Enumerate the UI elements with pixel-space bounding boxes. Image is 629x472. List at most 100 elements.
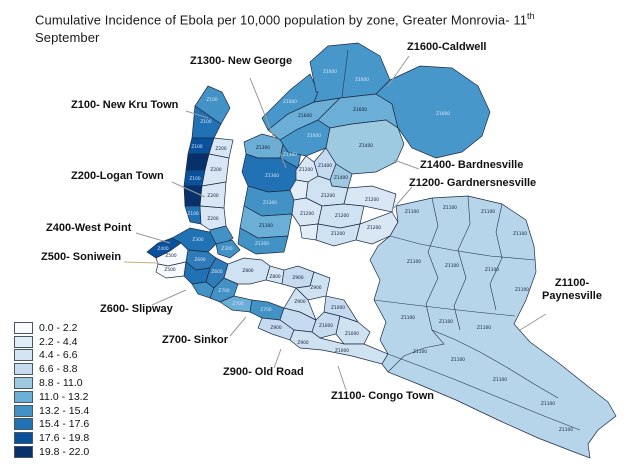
leader-line-gardnersville: [391, 186, 413, 211]
legend-label: 8.8 - 11.0: [39, 377, 83, 390]
zone-code-label: Z1600: [355, 77, 369, 83]
zone-boundary: [489, 203, 503, 311]
zone-polygon-z300: [215, 239, 241, 259]
zone-boundary: [341, 49, 349, 98]
zone-code-label: Z900: [297, 340, 308, 346]
legend-swatch: [14, 404, 33, 417]
zone-code-label: Z1100: [407, 259, 421, 265]
zone-code-label: Z1300: [256, 145, 270, 151]
zone-polygon-z1600: [375, 65, 491, 159]
zone-code-label: Z1600: [436, 111, 450, 117]
zone-code-label: Z1200: [299, 167, 313, 173]
zone-code-label: Z800: [242, 268, 253, 274]
zone-code-label: Z1300: [283, 152, 297, 158]
zone-label-bardnesville: Z1400- Bardnesville: [420, 159, 524, 171]
zone-boundary: [373, 299, 516, 317]
zone-code-label: Z700: [260, 307, 271, 313]
legend-label: 2.2 - 4.4: [39, 335, 78, 348]
leader-line-new-kru-town: [185, 110, 209, 119]
zone-code-label: Z800: [269, 274, 280, 280]
zone-label-sinkor: Z700- Sinkor: [162, 334, 229, 346]
zone-code-label: Z100: [200, 119, 211, 125]
zone-code-label: Z900: [270, 325, 281, 331]
legend-label: 15.4 - 17.6: [39, 418, 90, 431]
zone-code-label: Z900: [292, 275, 303, 281]
legend-row: 17.6 - 19.8: [14, 431, 89, 445]
zone-polygon-z1300: [237, 227, 289, 255]
leader-line-congo-town: [337, 365, 347, 391]
zone-code-label: Z1000: [331, 305, 345, 311]
zone-code-label: Z1100: [451, 357, 465, 363]
zone-boundary: [453, 195, 471, 331]
zone-boundary: [389, 235, 536, 261]
zone-label-gardnersville: Z1200- Gardnersnesville: [409, 177, 537, 189]
zone-code-label: Z1400: [334, 175, 348, 181]
zone-label-caldwell: Z1600-Caldwell: [407, 41, 487, 53]
zone-label-logan-town: Z200-Logan Town: [71, 170, 164, 182]
zone-code-label: Z200: [207, 216, 218, 222]
zone-code-label: Z1600: [307, 133, 321, 139]
leader-line-caldwell: [387, 55, 410, 87]
zone-code-label: Z100: [191, 144, 202, 150]
legend-row: 6.6 - 8.8: [14, 362, 89, 376]
zone-code-label: Z600: [211, 269, 222, 275]
zone-code-label: Z1300: [255, 241, 269, 247]
zone-code-label: Z1100: [515, 287, 529, 293]
zone-code-label: Z1200: [365, 197, 379, 203]
zone-code-label: Z500: [164, 267, 175, 273]
legend-row: 13.2 - 15.4: [14, 404, 89, 418]
zone-code-label: Z100: [189, 176, 200, 182]
zone-label-west-point: Z400-West Point: [46, 222, 132, 234]
zone-label-soniwein: Z500- Soniwein: [41, 251, 122, 263]
zone-code-label: Z1100: [485, 267, 499, 273]
zone-boundary: [431, 329, 559, 399]
title-superscript: th: [527, 11, 535, 21]
zone-code-label: Z1600: [353, 107, 367, 113]
zone-code-label: Z300: [192, 237, 203, 243]
legend-row: 2.2 - 4.4: [14, 335, 89, 349]
zone-code-label: Z700: [232, 301, 243, 307]
zone-code-label: Z1100: [445, 263, 459, 269]
zone-code-label: Z1200: [300, 211, 314, 217]
zone-label-old-road: Z900- Old Road: [223, 366, 304, 378]
zone-code-label: Z1300: [263, 200, 277, 206]
legend-swatch: [14, 432, 33, 445]
zone-boundary: [425, 197, 439, 331]
map-legend: 0.0 - 2.2 2.2 - 4.4 4.4 - 6.6 6.6 - 8.8 8.8 …: [14, 321, 89, 459]
legend-swatch: [14, 335, 33, 348]
zone-code-label: Z1000: [345, 331, 359, 337]
zone-label-new-kru-town: Z100- New Kru Town: [71, 99, 179, 111]
leader-line-soniwein: [123, 261, 159, 264]
legend-row: 19.8 - 22.0: [14, 445, 89, 459]
leader-line-slipway: [151, 289, 187, 306]
zone-label-paynesville: Z1100- Paynesville: [542, 277, 602, 302]
zone-polygon-z1000: [323, 295, 359, 323]
legend-swatch: [14, 390, 33, 403]
zone-code-label: Z1100: [559, 427, 573, 433]
zone-code-label: Z1200: [335, 213, 349, 219]
leader-line-west-point: [135, 232, 171, 244]
zone-polygon-z900: [283, 287, 317, 321]
zone-code-label: Z1100: [405, 209, 419, 215]
zone-code-label: Z1400: [359, 143, 373, 149]
leader-line-paynesville: [519, 313, 547, 331]
zone-code-label: Z1000: [319, 323, 333, 329]
zone-code-label: Z1000: [335, 348, 349, 354]
zone-code-label: Z900: [310, 285, 321, 291]
zone-label-congo-town: Z1100- Congo Town: [330, 390, 435, 402]
zone-code-label: Z1100: [513, 231, 527, 237]
zone-label-new-george: Z1300- New George: [190, 55, 293, 67]
zone-code-label: Z100: [187, 211, 198, 217]
legend-label: 19.8 - 22.0: [39, 446, 90, 459]
legend-row: 4.4 - 6.6: [14, 349, 89, 363]
zone-polygon-z1000: [289, 329, 389, 365]
leader-line-logan-town: [171, 181, 206, 198]
legend-row: 11.0 - 13.2: [14, 390, 89, 404]
leader-line-old-road: [273, 348, 282, 369]
zone-code-label: Z1100: [443, 205, 457, 211]
title-text-line2: September: [35, 30, 100, 46]
leader-line-bardnesville: [393, 159, 420, 170]
zone-code-label: Z1400: [318, 163, 332, 169]
zone-code-label: Z200: [207, 193, 218, 199]
zone-code-label: Z600: [194, 257, 205, 263]
